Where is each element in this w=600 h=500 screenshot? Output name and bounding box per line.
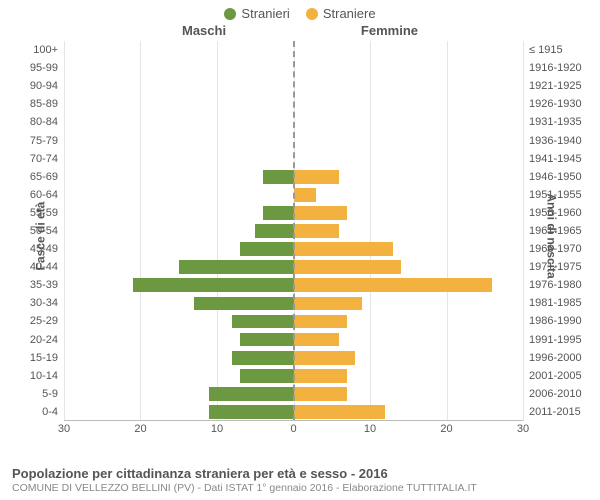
birth-years-label: 1951-1955: [523, 189, 582, 201]
age-label: 80-84: [30, 116, 64, 128]
bar-female: [294, 333, 340, 347]
birth-years-label: 2001-2005: [523, 370, 582, 382]
age-label: 5-9: [42, 388, 64, 400]
x-tick-label: 20: [134, 423, 146, 435]
side-title-female: Femmine: [361, 23, 418, 38]
x-tick-label: 0: [290, 423, 296, 435]
legend-label-male: Stranieri: [241, 6, 289, 21]
bar-male: [209, 387, 293, 401]
age-label: 10-14: [30, 370, 64, 382]
bar-female: [294, 188, 317, 202]
bar-female: [294, 369, 348, 383]
bar-male: [240, 369, 294, 383]
birth-years-label: 1976-1980: [523, 279, 582, 291]
x-tick-label: 30: [517, 423, 529, 435]
bar-male: [240, 333, 294, 347]
bar-male: [263, 170, 294, 184]
legend: Stranieri Straniere: [0, 0, 600, 21]
bar-female: [294, 206, 348, 220]
birth-years-label: 1981-1985: [523, 297, 582, 309]
bar-male: [263, 206, 294, 220]
age-label: 20-24: [30, 334, 64, 346]
age-label: 25-29: [30, 315, 64, 327]
legend-item-female: Straniere: [306, 6, 376, 21]
legend-item-male: Stranieri: [224, 6, 289, 21]
age-label: 30-34: [30, 297, 64, 309]
footer: Popolazione per cittadinanza straniera p…: [12, 466, 588, 494]
birth-years-label: 1966-1970: [523, 243, 582, 255]
age-label: 40-44: [30, 261, 64, 273]
bar-male: [232, 351, 293, 365]
age-label: 60-64: [30, 189, 64, 201]
age-label: 15-19: [30, 352, 64, 364]
birth-years-label: 1971-1975: [523, 261, 582, 273]
age-label: 95-99: [30, 62, 64, 74]
bar-male: [240, 242, 294, 256]
bar-male: [179, 260, 294, 274]
age-label: 100+: [33, 44, 64, 56]
bar-female: [294, 351, 355, 365]
birth-years-label: 1986-1990: [523, 315, 582, 327]
age-label: 75-79: [30, 135, 64, 147]
plot: 0-42011-20155-92006-201010-142001-200515…: [64, 41, 523, 421]
age-label: 65-69: [30, 171, 64, 183]
age-label: 90-94: [30, 80, 64, 92]
birth-years-label: 1996-2000: [523, 352, 582, 364]
bar-female: [294, 260, 401, 274]
bar-female: [294, 242, 393, 256]
bar-male: [232, 315, 293, 329]
x-tick-label: 10: [364, 423, 376, 435]
birth-years-label: 1921-1925: [523, 80, 582, 92]
bar-female: [294, 278, 493, 292]
birth-years-label: ≤ 1915: [523, 44, 563, 56]
bar-female: [294, 224, 340, 238]
birth-years-label: 1936-1940: [523, 135, 582, 147]
birth-years-label: 1961-1965: [523, 225, 582, 237]
bar-male: [255, 224, 293, 238]
chart-subtitle: COMUNE DI VELLEZZO BELLINI (PV) - Dati I…: [12, 482, 588, 494]
center-divider: [293, 41, 295, 421]
bar-male: [209, 405, 293, 419]
bar-male: [194, 297, 293, 311]
bar-male: [133, 278, 294, 292]
age-label: 50-54: [30, 225, 64, 237]
birth-years-label: 2006-2010: [523, 388, 582, 400]
age-label: 70-74: [30, 153, 64, 165]
birth-years-label: 1941-1945: [523, 153, 582, 165]
x-tick-label: 10: [211, 423, 223, 435]
bar-female: [294, 297, 363, 311]
birth-years-label: 1946-1950: [523, 171, 582, 183]
legend-swatch-female: [306, 8, 318, 20]
birth-years-label: 2011-2015: [523, 406, 581, 418]
legend-label-female: Straniere: [323, 6, 376, 21]
x-tick-label: 30: [58, 423, 70, 435]
birth-years-label: 1931-1935: [523, 116, 582, 128]
bar-female: [294, 387, 348, 401]
legend-swatch-male: [224, 8, 236, 20]
bar-female: [294, 315, 348, 329]
x-axis-baseline: [64, 420, 523, 421]
chart-title: Popolazione per cittadinanza straniera p…: [12, 466, 588, 481]
age-label: 45-49: [30, 243, 64, 255]
x-ticks: 0101020203030: [64, 423, 523, 443]
chart-area: Maschi Femmine Fasce di età Anni di nasc…: [12, 21, 588, 451]
side-title-male: Maschi: [182, 23, 226, 38]
age-label: 55-59: [30, 207, 64, 219]
bar-female: [294, 170, 340, 184]
age-label: 85-89: [30, 98, 64, 110]
birth-years-label: 1991-1995: [523, 334, 582, 346]
birth-years-label: 1916-1920: [523, 62, 582, 74]
age-label: 35-39: [30, 279, 64, 291]
birth-years-label: 1956-1960: [523, 207, 582, 219]
birth-years-label: 1926-1930: [523, 98, 582, 110]
x-tick-label: 20: [440, 423, 452, 435]
chart-container: Stranieri Straniere Maschi Femmine Fasce…: [0, 0, 600, 500]
age-label: 0-4: [42, 406, 64, 418]
bar-female: [294, 405, 386, 419]
